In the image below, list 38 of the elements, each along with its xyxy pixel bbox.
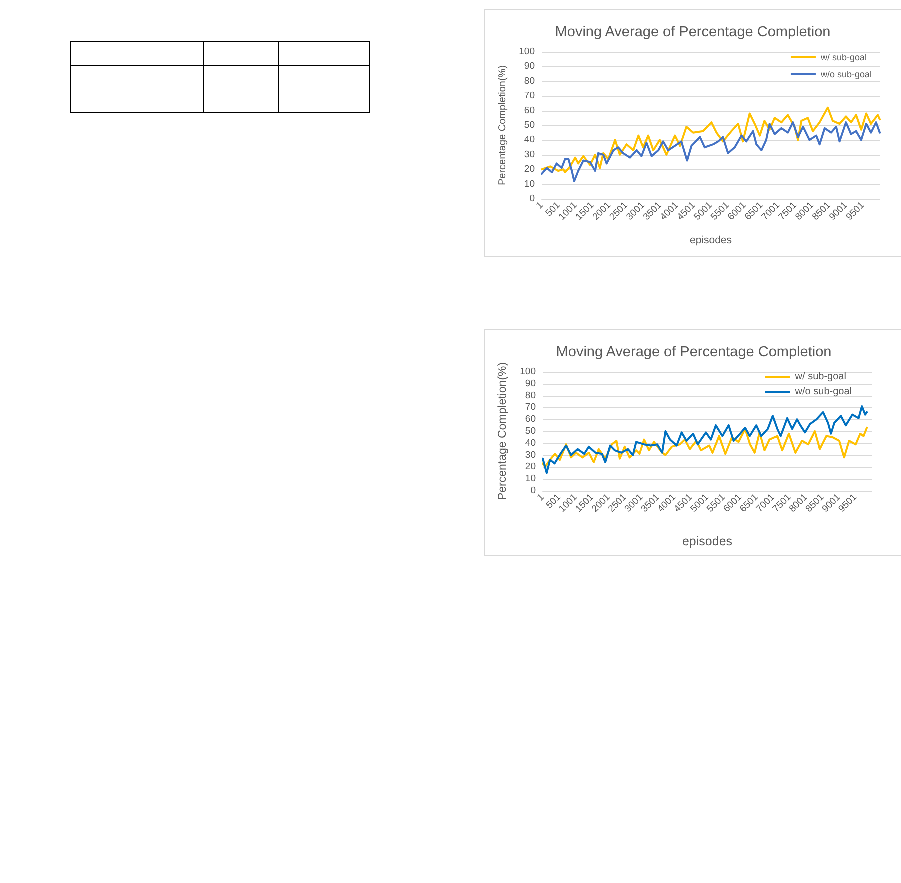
x-axis-title: episodes [690, 234, 732, 246]
line-series [541, 106, 881, 174]
y-tick-label: 40 [524, 134, 535, 146]
y-tick-label: 20 [525, 462, 536, 473]
y-tick-label: 80 [524, 76, 535, 87]
y-tick-label: 0 [530, 194, 535, 204]
y-tick-label: 30 [524, 149, 535, 160]
line-series [542, 426, 868, 468]
y-tick-label: 20 [524, 164, 535, 176]
y-tick-label: 30 [525, 450, 536, 461]
y-tick-label: 100 [520, 366, 536, 378]
y-tick-label: 70 [525, 402, 536, 414]
chart-title: Moving Average of Percentage Completion [556, 344, 832, 360]
y-tick-label: 90 [524, 61, 535, 72]
line-series [541, 122, 881, 182]
chart-title: Moving Average of Percentage Completion [555, 24, 831, 40]
y-tick-label: 10 [525, 474, 536, 485]
y-tick-label: 100 [519, 46, 535, 58]
legend-label: w/o sub-goal [794, 386, 852, 398]
y-tick-label: 90 [525, 378, 536, 390]
line-series [542, 406, 868, 474]
y-axis-title: Percentage Completion(%) [498, 65, 509, 186]
x-tick-label: 1 [534, 200, 546, 212]
y-axis-title: Percentage Completion(%) [497, 362, 510, 501]
y-tick-label: 10 [524, 178, 535, 190]
y-tick-label: 60 [525, 414, 536, 426]
y-tick-label: 50 [525, 426, 536, 437]
y-tick-label: 50 [524, 120, 535, 131]
y-tick-label: 80 [525, 390, 536, 402]
y-tick-label: 60 [524, 105, 535, 116]
y-tick-label: 70 [524, 90, 535, 102]
x-tick-label: 1 [535, 492, 547, 504]
y-tick-label: 0 [530, 486, 536, 496]
y-tick-label: 40 [525, 438, 536, 449]
x-axis-title: episodes [682, 534, 733, 548]
legend-label: w/ sub-goal [820, 52, 867, 62]
legend-label: w/o sub-goal [820, 70, 872, 80]
legend-label: w/ sub-goal [794, 372, 846, 382]
